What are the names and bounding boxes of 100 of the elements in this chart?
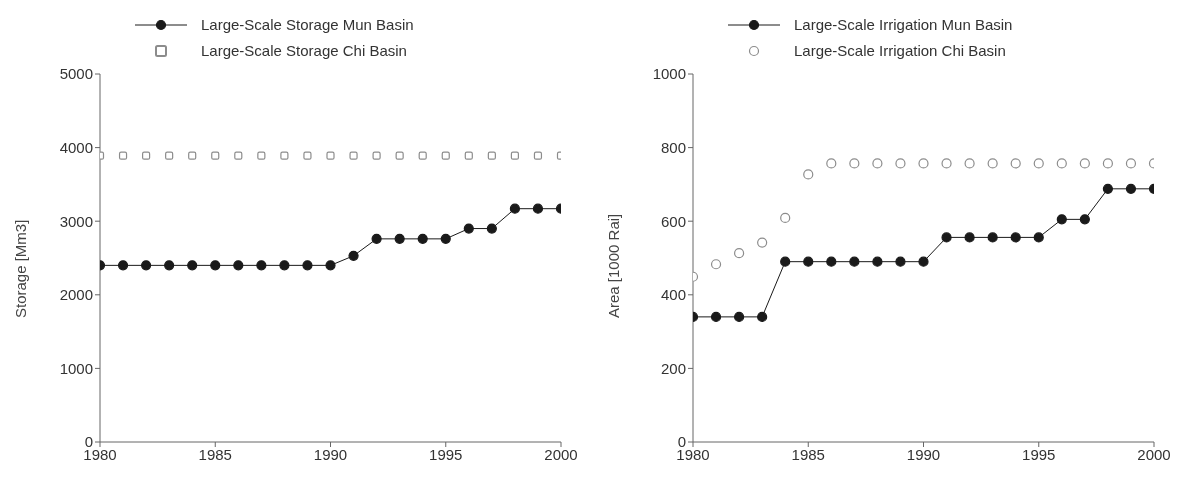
point [849, 158, 860, 169]
point [187, 260, 198, 271]
point [826, 256, 837, 267]
point [371, 233, 382, 244]
point [464, 151, 473, 160]
point [941, 232, 952, 243]
point [826, 158, 837, 169]
point [348, 250, 359, 261]
point [280, 151, 289, 160]
point [417, 233, 428, 244]
point [234, 151, 243, 160]
x-tick-label: 2000 [1137, 445, 1171, 463]
x-tick-label: 1985 [198, 445, 232, 463]
point [895, 158, 906, 169]
legend-label: Large-Scale Irrigation Chi Basin [794, 41, 1006, 61]
point [210, 260, 221, 271]
y-tick-label: 3000 [59, 212, 93, 230]
point [463, 223, 474, 234]
point [326, 151, 335, 160]
y-tick-label: 400 [660, 286, 686, 304]
point [1033, 232, 1044, 243]
point [803, 169, 814, 180]
point [303, 151, 312, 160]
point [256, 260, 267, 271]
point [849, 256, 860, 267]
point [757, 311, 768, 322]
point [1079, 158, 1090, 169]
point [941, 158, 952, 169]
point [141, 260, 152, 271]
point [780, 256, 791, 267]
legend-label: Large-Scale Storage Chi Basin [201, 41, 407, 61]
point [487, 151, 496, 160]
point [440, 233, 451, 244]
y-tick-label: 1000 [59, 359, 93, 377]
x-tick-label: 2000 [544, 445, 578, 463]
point [1056, 158, 1067, 169]
point [734, 311, 745, 322]
point [710, 311, 722, 322]
point [325, 260, 336, 271]
point [1010, 232, 1021, 243]
y-tick-label: 2000 [59, 286, 93, 304]
y-tick-label: 200 [660, 359, 686, 377]
point [803, 256, 814, 267]
y-tick-label: 600 [660, 212, 686, 230]
y-tick-label: 1000 [652, 65, 686, 83]
y-axis-title: Area [1000 Rai] [605, 213, 623, 318]
point [918, 256, 929, 267]
point [987, 158, 998, 169]
y-tick-label: 4000 [59, 138, 93, 156]
y-tick-label: 800 [660, 138, 686, 156]
legend-label: Large-Scale Irrigation Mun Basin [794, 15, 1013, 35]
x-tick-label: 1990 [906, 445, 941, 463]
point [117, 260, 129, 271]
point [533, 151, 543, 160]
point [211, 151, 220, 160]
point [441, 151, 450, 160]
point [872, 158, 883, 169]
x-tick-label: 1995 [429, 445, 463, 463]
y-tick-label: 0 [84, 433, 93, 451]
point [872, 256, 883, 267]
point [964, 158, 975, 169]
x-tick-label: 1995 [1022, 445, 1056, 463]
y-axis-title: Storage [Mm3] [12, 219, 30, 318]
point [1125, 183, 1137, 194]
point [164, 260, 175, 271]
point [757, 237, 768, 248]
point [895, 256, 906, 267]
point [394, 233, 405, 244]
point [142, 151, 151, 160]
point [780, 212, 791, 223]
point [510, 151, 519, 160]
point [233, 260, 244, 271]
point [1079, 214, 1090, 225]
point [987, 232, 998, 243]
point [349, 151, 358, 160]
point [734, 248, 745, 259]
y-tick-label: 5000 [59, 65, 93, 83]
point [188, 151, 197, 160]
point [710, 259, 722, 270]
point [302, 260, 313, 271]
point [532, 203, 544, 214]
y-tick-label: 0 [677, 433, 686, 451]
point [486, 223, 497, 234]
point [257, 151, 266, 160]
point [964, 232, 975, 243]
point [118, 151, 128, 160]
point [1010, 158, 1021, 169]
point [395, 151, 404, 160]
point [165, 151, 174, 160]
point [509, 203, 520, 214]
legend-label: Large-Scale Storage Mun Basin [201, 15, 414, 35]
x-tick-label: 1990 [313, 445, 348, 463]
point [1056, 214, 1067, 225]
point [1125, 158, 1137, 169]
point [1102, 183, 1113, 194]
point [1033, 158, 1044, 169]
point [1102, 158, 1113, 169]
x-tick-label: 1985 [791, 445, 825, 463]
point [372, 151, 381, 160]
point [918, 158, 929, 169]
